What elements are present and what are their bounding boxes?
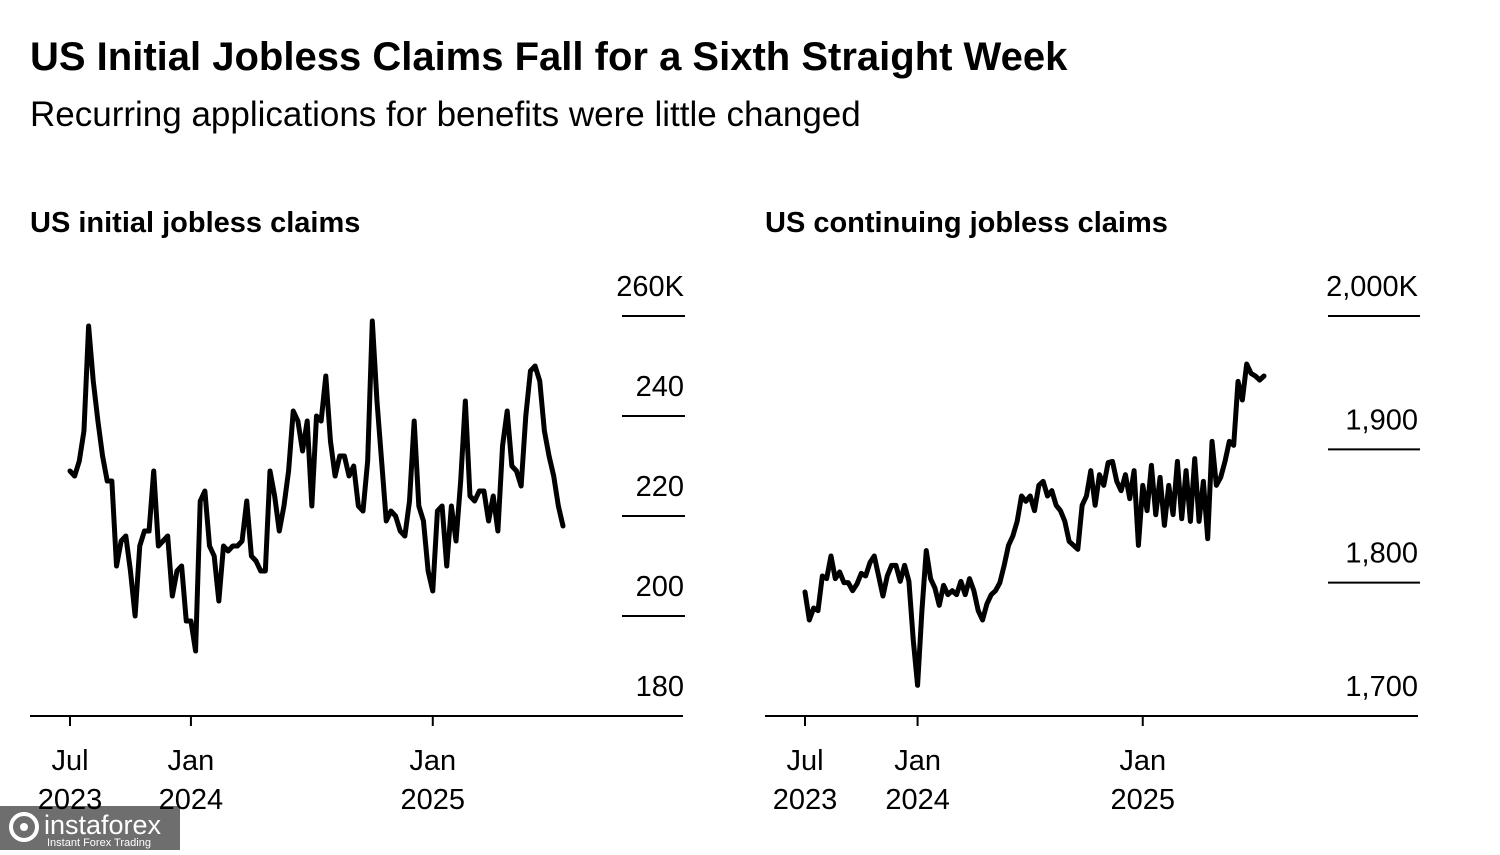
- panel-title: US continuing jobless claims: [765, 207, 1168, 239]
- watermark: instaforex Instant Forex Trading: [0, 806, 180, 850]
- watermark-icon-dot: [20, 823, 28, 831]
- panel: US continuing jobless claims 1,700 1,800 1,…: [765, 207, 1420, 816]
- chart-subtitle: Recurring applications for benefits were…: [30, 95, 861, 134]
- x-tick-label: Jan 2024: [885, 745, 950, 816]
- x-tick-label: Jul 2023: [38, 745, 103, 816]
- y-tick-label: 260K: [616, 271, 684, 303]
- x-tick-label: Jan 2025: [401, 745, 466, 816]
- x-tick-label: Jan 2025: [1110, 745, 1175, 816]
- watermark-icon: [9, 812, 39, 842]
- y-tick-label: 1,700: [1345, 671, 1418, 703]
- data-line: [67, 318, 566, 654]
- y-tick-label: 2,000K: [1326, 271, 1419, 303]
- y-tick-label: 200: [636, 571, 684, 603]
- y-tick-label: 240: [636, 371, 684, 403]
- y-tick-label: 1,800: [1345, 538, 1418, 570]
- data-line: [802, 361, 1267, 688]
- y-tick-label: 1,900: [1345, 404, 1418, 436]
- chart-title: US Initial Jobless Claims Fall for a Six…: [30, 35, 1068, 79]
- y-tick-label: 180: [636, 671, 684, 703]
- watermark-name: instaforex: [44, 810, 162, 840]
- watermark-tagline: Instant Forex Trading: [47, 837, 151, 849]
- panel-title: US initial jobless claims: [30, 207, 360, 239]
- panel: US initial jobless claims 180 200 220 240 260…: [30, 207, 685, 816]
- x-tick-label: Jul 2023: [773, 745, 838, 816]
- x-tick-label: Jan 2024: [159, 745, 224, 816]
- y-tick-label: 220: [636, 471, 684, 503]
